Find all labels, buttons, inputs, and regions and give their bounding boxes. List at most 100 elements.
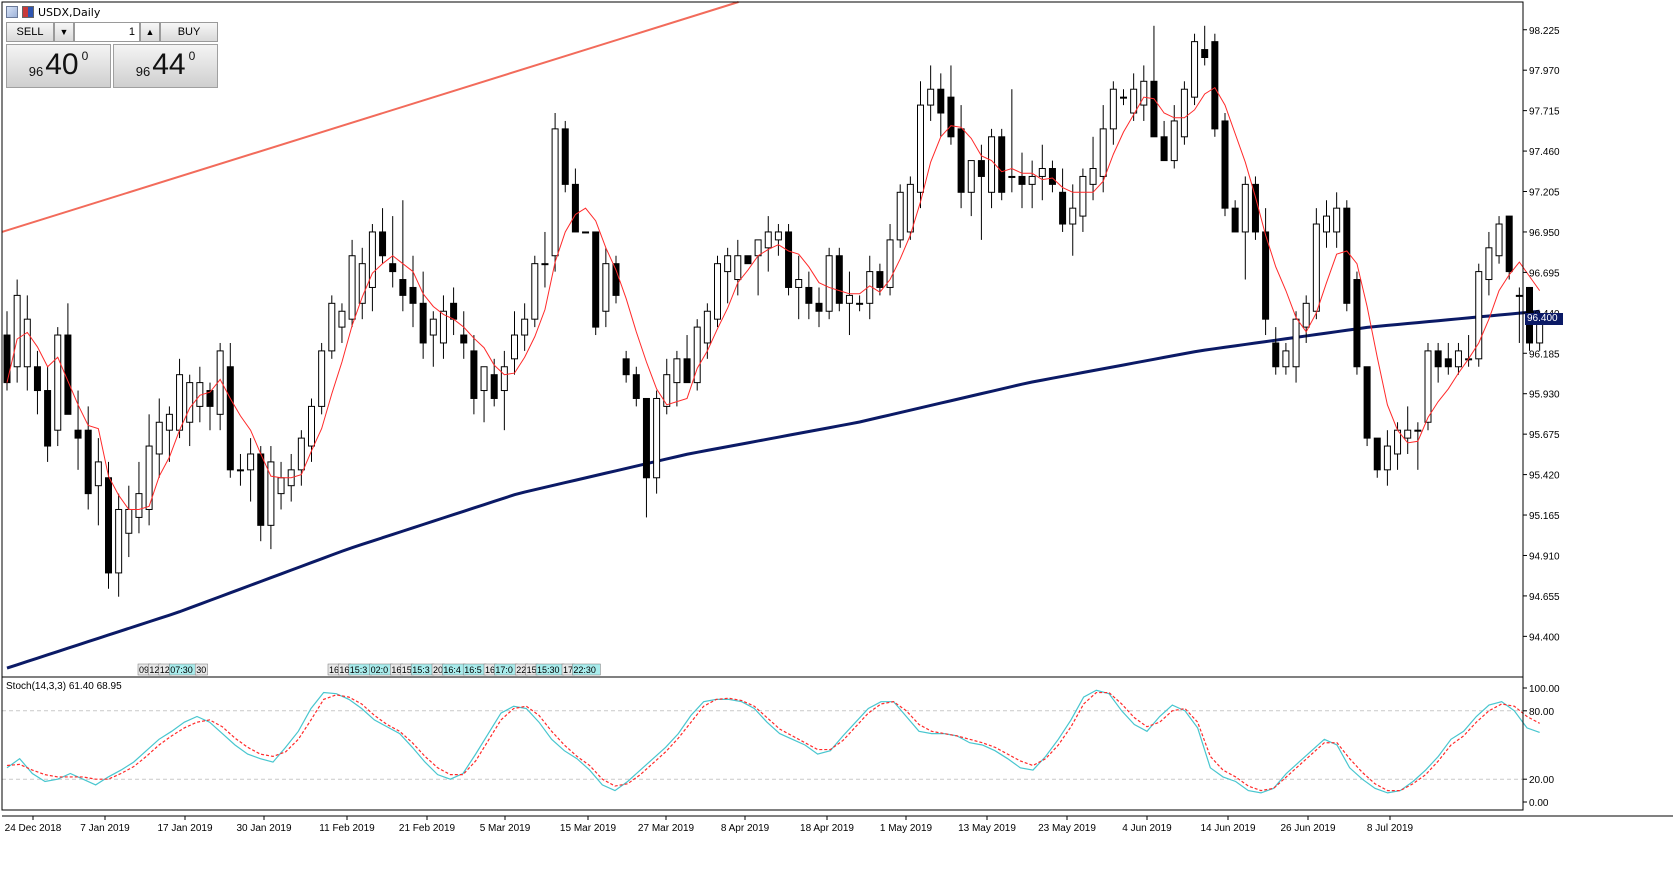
- candle: [1262, 208, 1270, 336]
- plot-frame: [1, 1, 1524, 811]
- candle: [1353, 271, 1361, 375]
- lot-increase-icon[interactable]: ▲: [140, 22, 160, 42]
- stoch-main-line: [6, 689, 1540, 794]
- x-tick-label: 14 Jun 2019: [1200, 823, 1255, 834]
- price-chart-area[interactable]: 09 12 12 07:30 30 16 16 15:3 02:0 16 15 15:3 20 16:4 1…: [1, 1, 1544, 676]
- candle-body: [714, 263, 721, 320]
- candle-body: [1038, 168, 1046, 177]
- candle-body: [23, 318, 31, 368]
- candle: [612, 255, 620, 304]
- sell-price-box[interactable]: 96 40 0: [6, 44, 111, 88]
- candle-body: [1495, 223, 1503, 257]
- buy-price-box[interactable]: 96 44 0: [113, 44, 218, 88]
- candle: [13, 279, 21, 383]
- candle: [632, 366, 640, 407]
- x-tick-label: 17 Jan 2019: [157, 823, 212, 834]
- x-tick-label: 11 Feb 2019: [319, 823, 375, 834]
- candle: [74, 390, 82, 470]
- event-marker-label: 07:30: [170, 665, 193, 675]
- lot-size-input[interactable]: [74, 22, 140, 42]
- buy-price-main: 44: [152, 48, 186, 81]
- candle-body: [582, 231, 590, 234]
- candle: [1475, 263, 1483, 367]
- lot-dropdown-icon[interactable]: ▼: [54, 22, 74, 42]
- x-tick-label: 13 May 2019: [958, 823, 1016, 834]
- event-marker-label: 12: [160, 665, 170, 675]
- candle-body: [490, 374, 498, 399]
- stochastic-oscillator-area[interactable]: [2, 689, 1540, 794]
- candle: [1099, 105, 1107, 193]
- stochastic-indicator-label: Stoch(14,3,3) 61.40 68.95: [6, 681, 122, 692]
- candle-body: [602, 263, 610, 312]
- symbol-title: USDX,Daily: [38, 5, 101, 19]
- candle-body: [1069, 207, 1077, 225]
- candle-body: [308, 405, 315, 447]
- candle-body: [876, 271, 884, 288]
- candle: [835, 247, 843, 312]
- candle-body: [1150, 80, 1158, 138]
- candle: [1048, 160, 1056, 193]
- sell-button[interactable]: SELL: [6, 22, 54, 42]
- candle-body: [470, 350, 478, 399]
- candle: [247, 438, 255, 502]
- candle-body: [328, 302, 336, 352]
- candle: [1282, 342, 1290, 375]
- candle: [683, 335, 691, 384]
- candle-body: [358, 263, 366, 304]
- candle: [1454, 342, 1462, 375]
- buy-button[interactable]: BUY: [160, 22, 218, 42]
- osc-y-tick-label: 80.00: [1529, 707, 1554, 718]
- candle-body: [825, 255, 833, 312]
- chart-title-bar: USDX,Daily: [6, 4, 100, 20]
- candle: [379, 208, 387, 264]
- candle-body: [957, 128, 965, 193]
- candle: [967, 160, 975, 217]
- event-marker-label: 16: [329, 665, 339, 675]
- candle: [511, 311, 518, 375]
- x-tick-label: 15 Mar 2019: [560, 823, 617, 834]
- candle-body: [94, 461, 102, 487]
- y-tick-label: 95.420: [1529, 471, 1560, 482]
- candle: [155, 398, 163, 478]
- candle-body: [64, 334, 72, 415]
- candle-body: [805, 286, 813, 304]
- candle: [3, 311, 11, 391]
- x-tick-label: 1 May 2019: [880, 823, 933, 834]
- candle: [642, 397, 650, 518]
- candle-body: [1201, 49, 1209, 59]
- y-tick-label: 96.185: [1529, 349, 1560, 360]
- candle: [1383, 430, 1391, 486]
- candle: [886, 224, 894, 296]
- candle: [206, 382, 214, 431]
- candle-body: [297, 437, 305, 471]
- candle: [856, 295, 864, 312]
- candle: [439, 295, 447, 359]
- candle: [663, 358, 671, 415]
- candle: [368, 224, 376, 312]
- candle-body: [886, 239, 894, 288]
- candle: [845, 271, 853, 336]
- candle: [988, 128, 996, 209]
- candle: [297, 430, 305, 486]
- candle: [419, 271, 427, 359]
- event-marker-label: 16: [339, 665, 349, 675]
- candle-body: [460, 334, 468, 344]
- candle: [693, 319, 701, 391]
- candle: [1038, 144, 1046, 201]
- candle: [774, 224, 782, 256]
- candle-body: [906, 183, 914, 233]
- candle-body: [1231, 207, 1239, 233]
- candle: [551, 113, 559, 272]
- event-marker-label: 02:0: [371, 665, 389, 675]
- candle: [673, 350, 681, 407]
- candle-body: [1454, 350, 1462, 368]
- candle: [165, 406, 173, 462]
- candle: [1312, 208, 1320, 320]
- event-marker-label: 22:30: [573, 665, 596, 675]
- candle-body: [1109, 88, 1117, 130]
- y-tick-label: 97.715: [1529, 107, 1560, 118]
- x-tick-label: 7 Jan 2019: [80, 823, 130, 834]
- candle-body: [368, 231, 376, 288]
- candle-body: [348, 255, 356, 320]
